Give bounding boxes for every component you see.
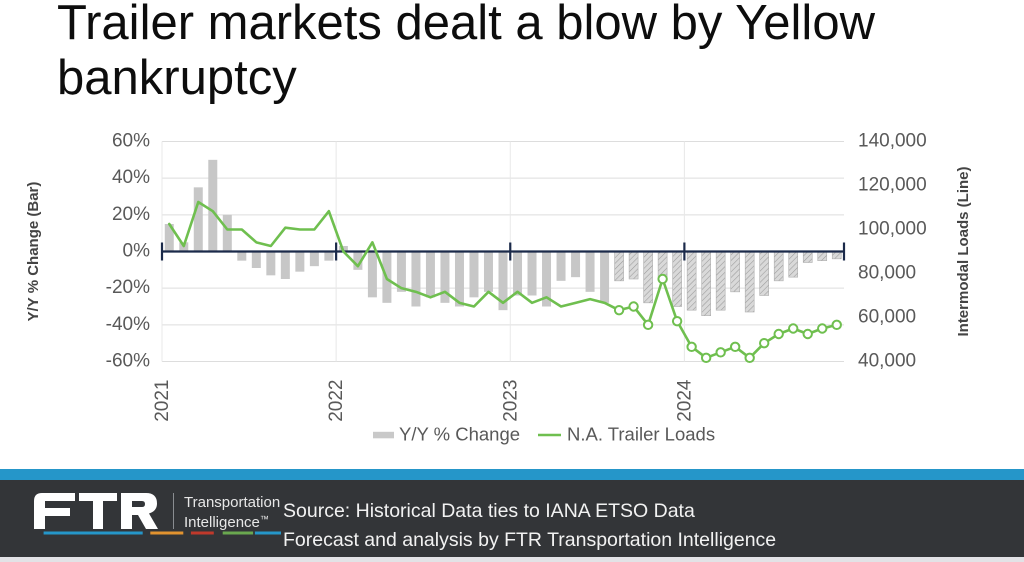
svg-text:-20%: -20%	[106, 277, 150, 298]
svg-text:80,000: 80,000	[858, 263, 916, 284]
svg-text:-40%: -40%	[106, 314, 150, 335]
svg-text:Y/Y % Change (Bar): Y/Y % Change (Bar)	[25, 182, 42, 322]
svg-text:-60%: -60%	[106, 351, 150, 372]
svg-text:140,000: 140,000	[858, 131, 927, 152]
svg-text:40%: 40%	[112, 167, 150, 188]
svg-text:2021: 2021	[152, 380, 173, 422]
svg-text:Intermodal Loads (Line): Intermodal Loads (Line)	[955, 166, 972, 336]
svg-text:100,000: 100,000	[858, 219, 927, 240]
svg-text:0%: 0%	[123, 241, 151, 262]
svg-text:40,000: 40,000	[858, 351, 916, 372]
svg-text:120,000: 120,000	[858, 175, 927, 196]
svg-text:2023: 2023	[500, 380, 521, 422]
svg-text:2024: 2024	[674, 379, 695, 422]
svg-text:60,000: 60,000	[858, 307, 916, 328]
svg-text:60%: 60%	[112, 131, 150, 152]
svg-text:2022: 2022	[326, 380, 347, 422]
svg-text:Y/Y % Change: Y/Y % Change	[399, 424, 520, 445]
svg-text:N.A. Trailer Loads: N.A. Trailer Loads	[567, 424, 715, 445]
svg-text:20%: 20%	[112, 204, 150, 225]
